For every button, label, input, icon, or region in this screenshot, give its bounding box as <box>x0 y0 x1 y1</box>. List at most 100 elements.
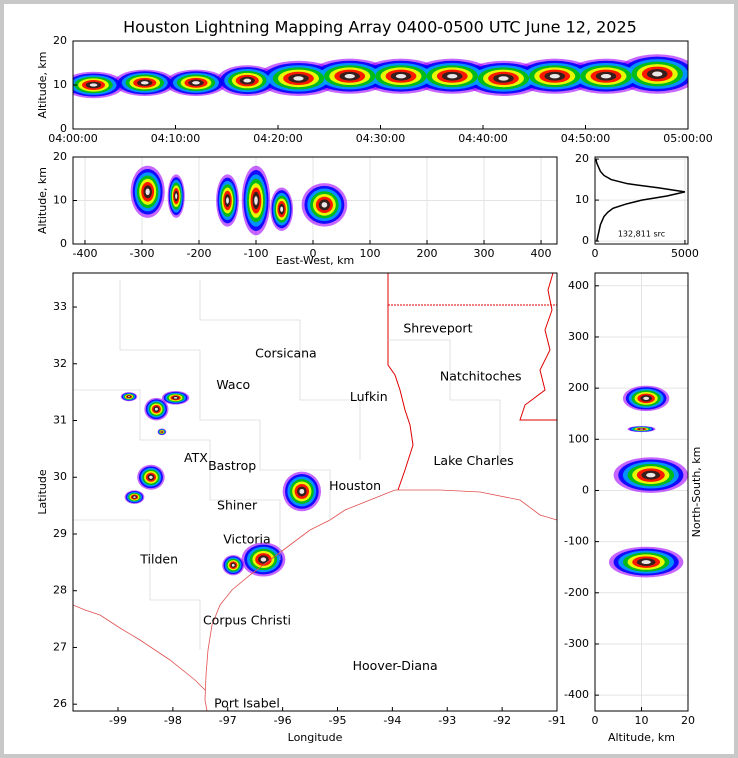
y-tick-label: 20 <box>53 34 67 47</box>
source-density <box>447 74 458 79</box>
y-tick-label: 0 <box>582 483 589 496</box>
source-density <box>231 563 235 567</box>
source-density <box>175 193 178 199</box>
source-density <box>140 81 149 85</box>
x-tick-label: 04:00:00 <box>48 132 97 145</box>
plot-area <box>73 157 557 244</box>
x-tick-label: -300 <box>129 247 154 260</box>
source-density <box>395 74 407 79</box>
x-tick-label: 04:10:00 <box>151 132 200 145</box>
source-density <box>145 188 150 196</box>
source-density <box>173 396 178 399</box>
city-label: Lake Charles <box>433 453 513 468</box>
y-tick-label: 400 <box>568 279 589 292</box>
source-density <box>154 407 158 411</box>
borders <box>73 273 557 711</box>
y-axis-label: Altitude, km <box>36 167 49 234</box>
y-tick-label: 300 <box>568 330 589 343</box>
axes-frame <box>72 272 558 712</box>
source-density <box>226 197 229 204</box>
county-lines <box>119 280 331 520</box>
x-tick-label: 0 <box>310 247 317 260</box>
y-tick-label: 100 <box>568 432 589 445</box>
x-tick-label: 0 <box>592 714 599 727</box>
source-density <box>641 560 651 565</box>
x-tick-label: -93 <box>438 714 456 727</box>
x-tick-label: 200 <box>417 247 438 260</box>
source-density <box>549 74 560 79</box>
source-density <box>89 83 98 87</box>
y-tick-label: 33 <box>53 300 67 313</box>
x-tick-label: 100 <box>360 247 381 260</box>
source-density <box>643 396 650 400</box>
coastline <box>204 489 557 711</box>
y-tick-label: 10 <box>53 78 67 91</box>
annotation: 132,811 src <box>618 230 665 239</box>
mexico-border <box>73 604 206 691</box>
city-label: Shreveport <box>403 321 472 336</box>
x-tick-label: 20 <box>681 714 695 727</box>
x-tick-label: -100 <box>244 247 269 260</box>
x-tick-label: 300 <box>474 247 495 260</box>
x-tick-label: 04:50:00 <box>561 132 610 145</box>
city-label: Tilden <box>139 552 178 567</box>
plot-area <box>595 157 688 244</box>
source-density <box>243 78 252 83</box>
x-tick-label: -91 <box>548 714 566 727</box>
x-tick-label: 400 <box>531 247 552 260</box>
y-axis-label: North-South, km <box>690 447 703 538</box>
x-tick-label: 04:40:00 <box>458 132 507 145</box>
source-density <box>498 76 509 81</box>
x-tick-label: -200 <box>187 247 212 260</box>
y-axis-label: Latitude <box>36 469 49 515</box>
y-tick-label: 0 <box>60 237 67 250</box>
y-tick-label: 10 <box>53 194 67 207</box>
x-tick-label: -94 <box>383 714 401 727</box>
state-border <box>387 273 414 491</box>
y-tick-label: 20 <box>575 152 589 165</box>
source-density <box>280 206 284 212</box>
state-border <box>519 273 557 421</box>
x-axis-label: Longitude <box>288 731 343 744</box>
x-axis-label: Altitude, km <box>608 731 675 744</box>
city-label: Hoover-Diana <box>353 658 438 673</box>
axes-frame <box>594 272 689 712</box>
y-axis-label: Altitude, km <box>36 51 49 118</box>
y-tick-label: 30 <box>53 470 67 483</box>
x-tick-label: 5000 <box>671 247 699 260</box>
axes-frame <box>594 156 689 245</box>
city-label: Houston <box>329 478 381 493</box>
y-tick-label: -300 <box>564 637 589 650</box>
source-density <box>127 396 131 398</box>
plot-area <box>595 273 688 711</box>
x-tick-label: 04:20:00 <box>253 132 302 145</box>
x-tick-label: 05:00:00 <box>663 132 712 145</box>
y-tick-label: 26 <box>53 697 67 710</box>
source-density <box>161 431 163 433</box>
x-axis-label: East-West, km <box>276 254 354 267</box>
plot-area <box>120 391 322 577</box>
y-tick-label: 20 <box>53 150 67 163</box>
y-tick-label: 28 <box>53 584 67 597</box>
city-label: Corsicana <box>255 346 317 361</box>
y-tick-label: 27 <box>53 640 67 653</box>
y-tick-label: 200 <box>568 381 589 394</box>
y-tick-label: 29 <box>53 527 67 540</box>
source-density <box>149 475 153 479</box>
city-label: Shiner <box>217 498 258 513</box>
source-density <box>652 71 663 77</box>
axes-frame <box>72 156 558 245</box>
y-tick-label: -400 <box>564 688 589 701</box>
source-density <box>299 488 305 494</box>
city-label: ATX <box>184 450 208 465</box>
figure-title: Houston Lightning Mapping Array 0400-050… <box>123 18 637 37</box>
y-tick-label: -100 <box>564 535 589 548</box>
x-tick-label: 04:30:00 <box>356 132 405 145</box>
figure-background <box>4 4 734 754</box>
city-label: Victoria <box>223 532 270 547</box>
source-density <box>254 196 258 205</box>
y-tick-label: 31 <box>53 414 67 427</box>
source-density <box>344 74 355 79</box>
x-tick-label: -96 <box>274 714 292 727</box>
